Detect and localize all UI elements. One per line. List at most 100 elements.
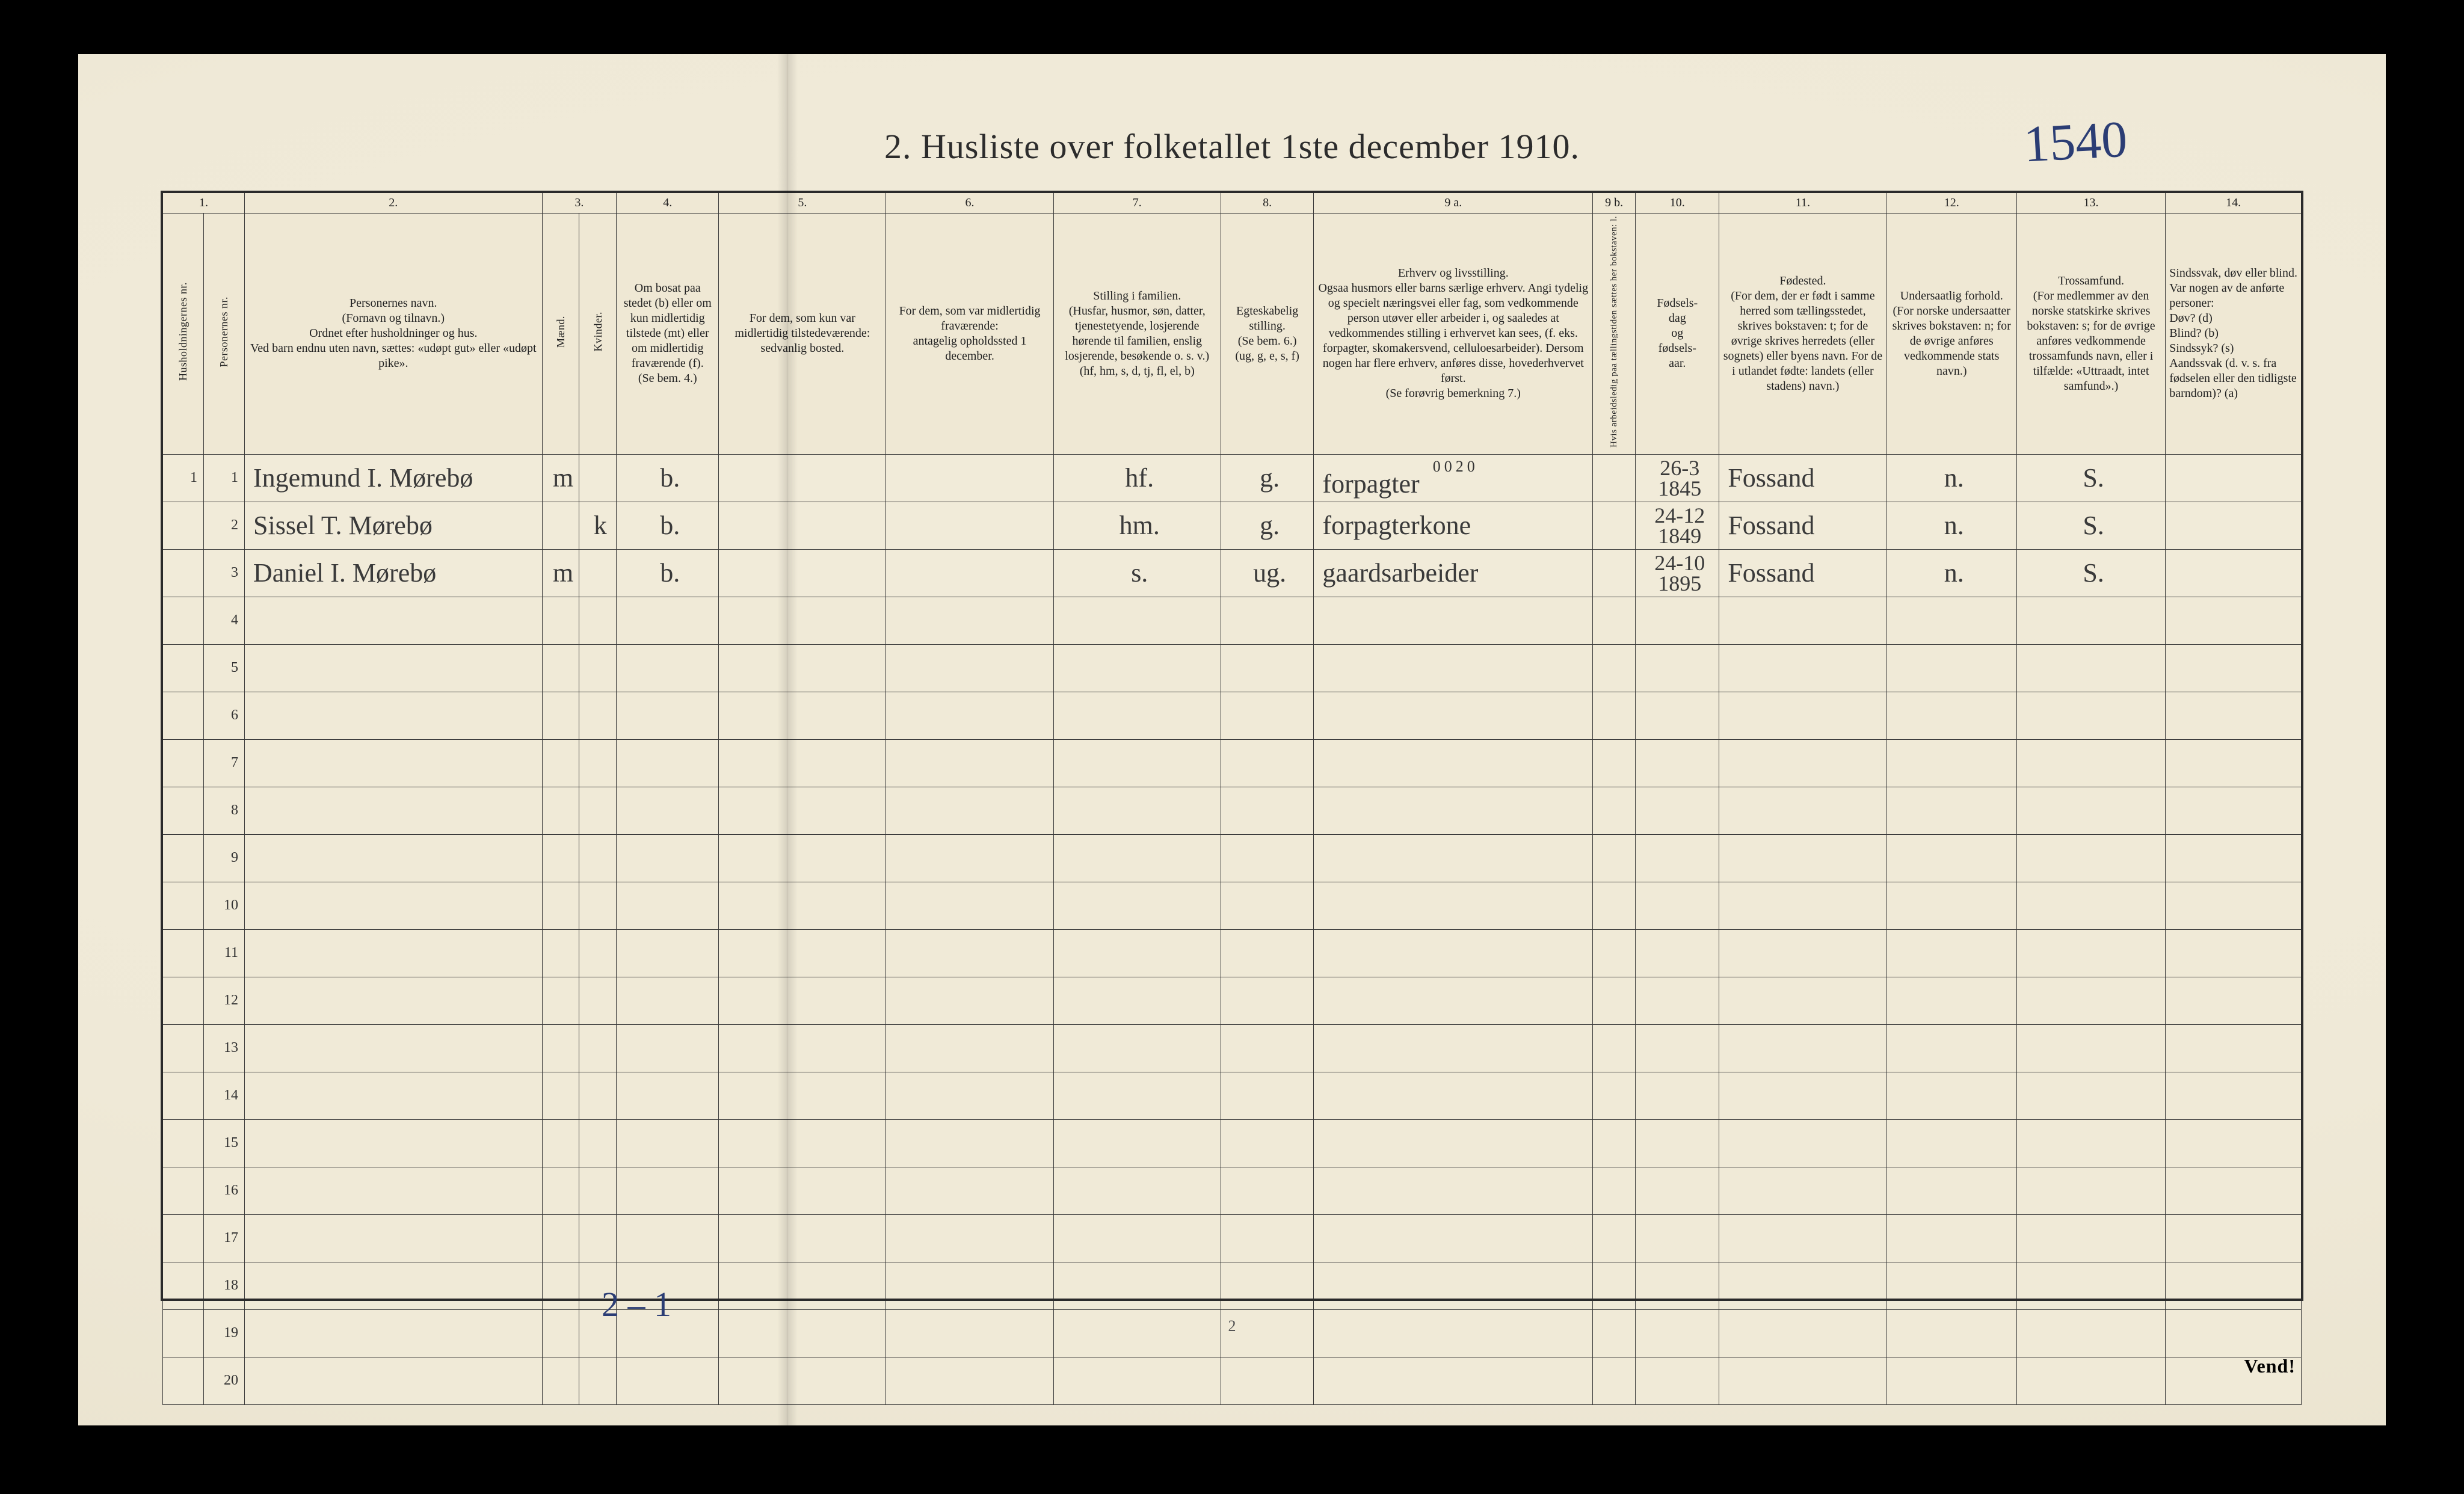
table-row: 3Daniel I. Mørebømb.s.ug.gaardsarbeider2… [163, 549, 2302, 597]
cell-family-position [1053, 977, 1221, 1024]
cell-birthplace [1719, 1072, 1886, 1119]
cell-usual-residence [719, 1072, 886, 1119]
cell-nationality [1886, 1262, 2016, 1309]
cell-infirmity [2166, 1262, 2302, 1309]
cell-usual-residence [719, 977, 886, 1024]
cell-infirmity [2166, 1214, 2302, 1262]
cell-occupation [1314, 1119, 1593, 1167]
cell-unemployed [1593, 1024, 1636, 1072]
cell-residence [617, 1072, 719, 1119]
cell-sex-m [542, 1262, 579, 1309]
cell-residence: b. [617, 549, 719, 597]
cell-birthdate [1636, 882, 1719, 929]
cell-marital [1221, 1357, 1314, 1404]
cell-infirmity [2166, 787, 2302, 834]
hdr-opholdssted: For dem, som var midlertidig fraværende:… [886, 214, 1053, 455]
handwritten-page-number: 1540 [2022, 109, 2129, 174]
cell-person-no: 10 [204, 882, 245, 929]
cell-nationality [1886, 1309, 2016, 1357]
cell-faith [2016, 977, 2165, 1024]
cell-birthplace [1719, 692, 1886, 739]
table-row: 5 [163, 644, 2302, 692]
cell-occupation [1314, 977, 1593, 1024]
cell-sex-k [579, 1357, 617, 1404]
cell-nationality: n. [1886, 502, 2016, 549]
cell-usual-residence [719, 834, 886, 882]
cell-marital [1221, 1214, 1314, 1262]
cell-marital [1221, 1167, 1314, 1214]
cell-birthdate [1636, 1167, 1719, 1214]
cell-marital [1221, 787, 1314, 834]
cell-person-no: 8 [204, 787, 245, 834]
census-table-wrap: 1. 2. 3. 4. 5. 6. 7. 8. 9 a. 9 b. 10. 11… [162, 192, 2302, 1299]
cell-residence [617, 787, 719, 834]
cell-sex-m [542, 1167, 579, 1214]
cell-birthplace [1719, 1119, 1886, 1167]
cell-birthdate [1636, 1309, 1719, 1357]
cell-occupation [1314, 929, 1593, 977]
cell-infirmity [2166, 977, 2302, 1024]
cell-name [245, 977, 543, 1024]
cell-occupation [1314, 787, 1593, 834]
cell-sex-k [579, 929, 617, 977]
cell-household-no [163, 834, 204, 882]
cell-family-position [1053, 1262, 1221, 1309]
cell-household-no [163, 644, 204, 692]
cell-nationality [1886, 977, 2016, 1024]
cell-occupation [1314, 644, 1593, 692]
hdr-arbeidsledig-text: Hvis arbeidsledig paa tællingstiden sætt… [1609, 216, 1619, 447]
cell-birthdate [1636, 1357, 1719, 1404]
cell-occupation: gaardsarbeider [1314, 549, 1593, 597]
cell-infirmity [2166, 929, 2302, 977]
cell-name [245, 1309, 543, 1357]
cell-birthdate [1636, 787, 1719, 834]
cell-unemployed [1593, 597, 1636, 644]
colnum-13: 13. [2016, 193, 2165, 214]
cell-marital: g. [1221, 502, 1314, 549]
cell-residence [617, 882, 719, 929]
cell-faith [2016, 1072, 2165, 1119]
cell-person-no: 1 [204, 454, 245, 502]
cell-household-no [163, 1167, 204, 1214]
cell-sex-k [579, 1024, 617, 1072]
cell-residence [617, 929, 719, 977]
cell-unemployed [1593, 1214, 1636, 1262]
cell-name [245, 1072, 543, 1119]
colnum-11: 11. [1719, 193, 1886, 214]
cell-nationality [1886, 1167, 2016, 1214]
cell-infirmity [2166, 739, 2302, 787]
cell-sex-k [579, 549, 617, 597]
cell-whereabouts [886, 1214, 1053, 1262]
cell-whereabouts [886, 882, 1053, 929]
cell-whereabouts [886, 739, 1053, 787]
cell-family-position: s. [1053, 549, 1221, 597]
hdr-undersaatlig: Undersaatlig forhold.(For norske undersa… [1886, 214, 2016, 455]
cell-birthdate [1636, 1262, 1719, 1309]
cell-occupation [1314, 739, 1593, 787]
table-row: 7 [163, 739, 2302, 787]
cell-family-position [1053, 1309, 1221, 1357]
cell-family-position [1053, 1167, 1221, 1214]
hdr-sedvanlig-bosted: For dem, som kun var midlertidig tilsted… [719, 214, 886, 455]
cell-residence [617, 597, 719, 644]
cell-unemployed [1593, 882, 1636, 929]
cell-infirmity [2166, 1167, 2302, 1214]
cell-faith [2016, 692, 2165, 739]
cell-infirmity [2166, 834, 2302, 882]
cell-residence: b. [617, 502, 719, 549]
cell-faith [2016, 882, 2165, 929]
cell-person-no: 2 [204, 502, 245, 549]
cell-household-no [163, 882, 204, 929]
colnum-2: 2. [245, 193, 543, 214]
cell-nationality [1886, 929, 2016, 977]
table-row: 13 [163, 1024, 2302, 1072]
colnum-14: 14. [2166, 193, 2302, 214]
cell-person-no: 7 [204, 739, 245, 787]
cell-birthplace [1719, 787, 1886, 834]
column-label-row: Husholdningernes nr. Personernes nr. Per… [163, 214, 2302, 455]
cell-marital [1221, 644, 1314, 692]
table-row: 20 [163, 1357, 2302, 1404]
colnum-8: 8. [1221, 193, 1314, 214]
cell-occupation [1314, 834, 1593, 882]
cell-usual-residence [719, 787, 886, 834]
